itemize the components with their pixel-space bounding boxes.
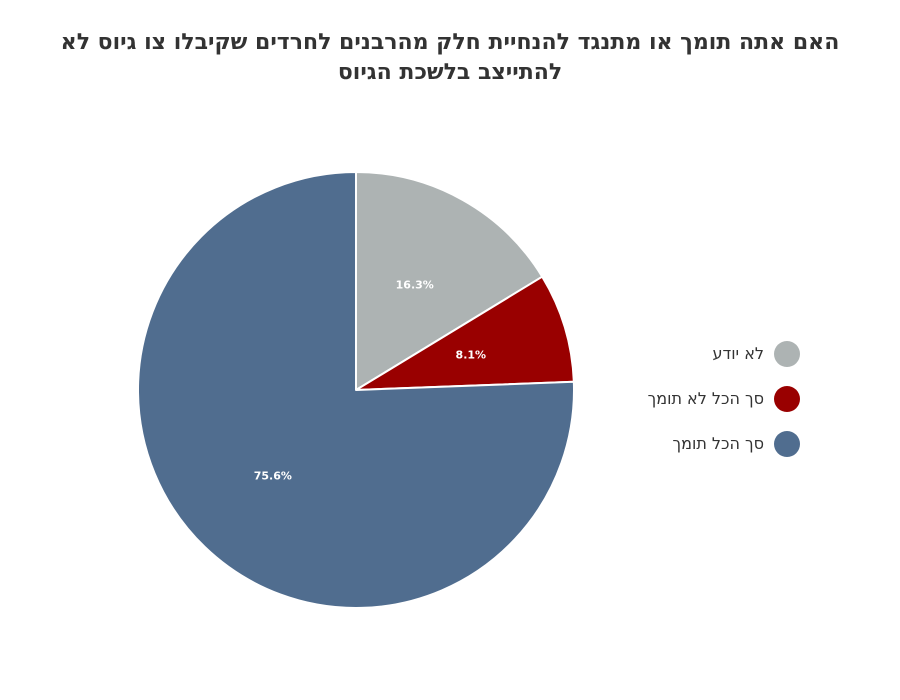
legend-item[interactable]: סך הכל תומך (540, 421, 800, 466)
slice-value-label: 75.6% (254, 469, 292, 482)
legend-item[interactable]: סך הכל לא תומך (540, 376, 800, 421)
legend-swatch (774, 340, 800, 367)
legend-label: סך הכל לא תומך (647, 389, 764, 408)
pie-slice[interactable] (355, 171, 544, 391)
pie-slice[interactable] (355, 275, 575, 391)
chart-title: האם אתה תומך או מתנגד להנחיית חלק מהרבני… (60, 30, 840, 85)
pie-labels: 16.3% 8.1% 75.6% (254, 278, 486, 482)
legend-label: לא יודע (712, 344, 764, 363)
pie-slices (137, 171, 575, 609)
legend-item[interactable]: לא יודע (540, 331, 800, 376)
slice-value-label: 8.1% (456, 348, 487, 361)
legend-swatch (774, 430, 800, 457)
slice-value-label: 16.3% (396, 278, 434, 291)
pie-slice[interactable] (137, 171, 575, 609)
legend-label: סך הכל תומך (672, 434, 765, 453)
legend-swatch (774, 385, 800, 412)
legend: לא יודע סך הכל לא תומך סך הכל תומך (540, 331, 800, 466)
